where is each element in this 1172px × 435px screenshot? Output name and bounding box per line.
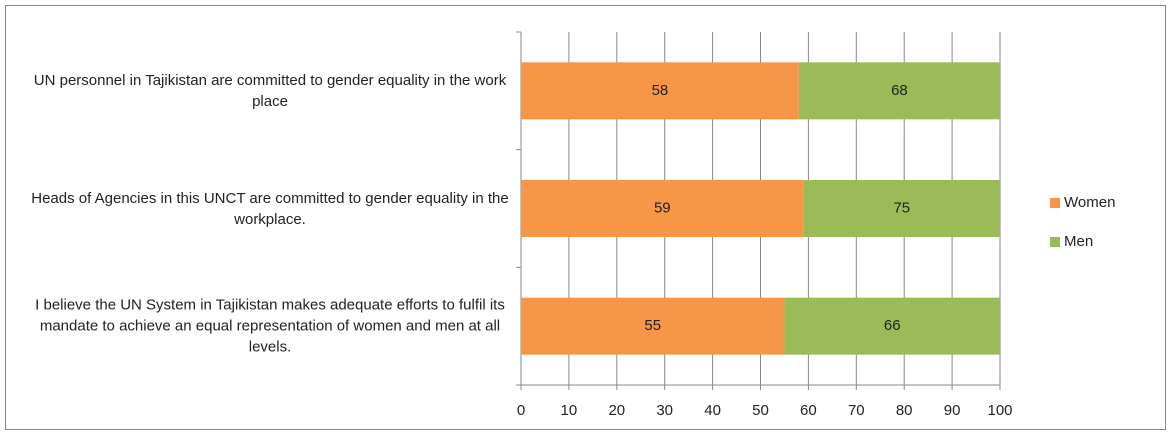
x-tick-label: 40 (704, 402, 721, 419)
value-label: 58 (652, 82, 669, 99)
x-tick-label: 10 (561, 402, 578, 419)
category-label: I believe the UN System in Tajikistan ma… (35, 296, 505, 356)
bar-segment (521, 62, 799, 120)
x-tick-label: 0 (517, 402, 525, 419)
bar-segment (803, 180, 1000, 237)
legend-label: Women (1064, 194, 1115, 211)
x-tick-label: 20 (608, 402, 625, 419)
value-label: 68 (891, 82, 908, 99)
labels: 0 10 20 30 40 50 60 70 80 90 100 58 68 59 75 55 66 Women M… (517, 82, 1116, 419)
value-label: 55 (644, 317, 661, 334)
legend-swatch (1050, 237, 1060, 247)
bar-segment (521, 180, 804, 237)
value-label: 66 (884, 317, 901, 334)
category-label: Heads of Agencies in this UNCT are commi… (31, 189, 509, 228)
value-label: 75 (893, 199, 910, 216)
category-label: UN personnel in Tajikistan are committed… (33, 71, 507, 110)
bar-segment (798, 62, 1000, 120)
x-tick-label: 50 (752, 402, 769, 419)
value-label: 59 (654, 199, 671, 216)
bars (521, 62, 1000, 355)
legend-swatch (1050, 198, 1060, 208)
x-tick-label: 80 (896, 402, 913, 419)
x-tick-label: 100 (987, 402, 1012, 419)
x-tick-label: 90 (944, 402, 961, 419)
x-tick-label: 60 (800, 402, 817, 419)
legend-label: Men (1064, 233, 1093, 250)
x-tick-label: 70 (848, 402, 865, 419)
x-tick-label: 30 (656, 402, 673, 419)
bar-segment (521, 297, 785, 355)
chart-border (5, 5, 1166, 430)
bar-segment (784, 297, 1000, 355)
